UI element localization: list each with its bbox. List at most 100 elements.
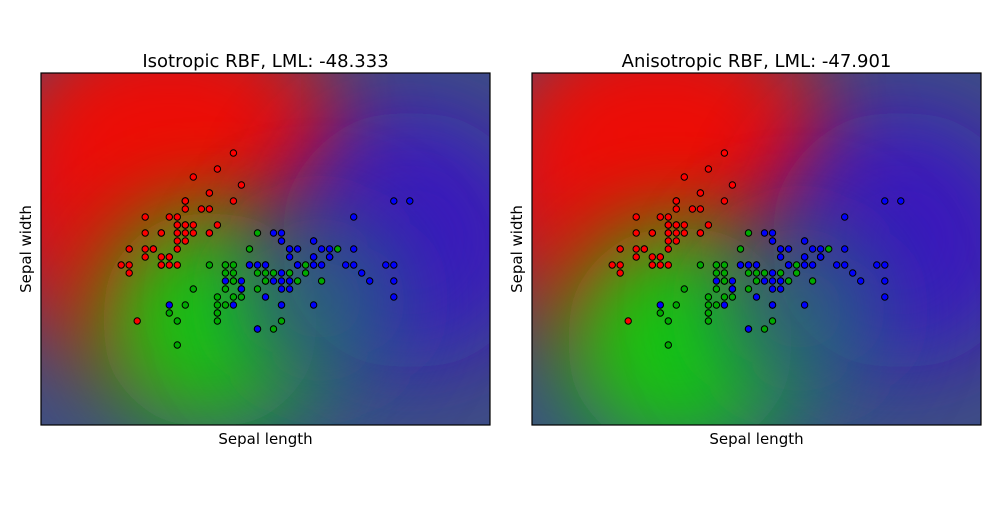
data-point: [406, 197, 414, 205]
data-point: [784, 261, 793, 269]
data-point: [760, 277, 769, 285]
data-point: [366, 277, 374, 285]
data-point: [608, 261, 616, 269]
chart-title-anisotropic: Anisotropic RBF, LML: -47.901: [622, 51, 892, 72]
data-point: [784, 277, 793, 285]
data-point: [712, 301, 721, 309]
y-axis-label-isotropic: Sepal width: [17, 205, 35, 293]
data-point: [656, 213, 664, 221]
data-point: [325, 245, 334, 253]
data-point: [213, 301, 222, 309]
data-point: [728, 293, 737, 301]
data-point: [237, 277, 246, 285]
data-point: [680, 221, 688, 229]
data-point: [309, 253, 318, 261]
data-point: [358, 269, 366, 277]
data-point: [141, 253, 149, 261]
data-point: [269, 269, 278, 277]
data-point: [664, 317, 672, 325]
data-point: [800, 253, 809, 261]
data-point: [744, 285, 753, 293]
data-point: [253, 229, 262, 237]
data-point: [857, 277, 865, 285]
data-point: [768, 237, 777, 245]
data-point: [237, 181, 246, 189]
data-point: [648, 261, 656, 269]
data-point: [768, 301, 777, 309]
data-point: [277, 269, 286, 277]
data-point: [309, 301, 318, 309]
data-point: [720, 261, 729, 269]
data-point: [816, 253, 825, 261]
data-point: [181, 205, 190, 213]
data-point: [229, 301, 238, 309]
data-point: [664, 237, 672, 245]
data-point: [632, 229, 640, 237]
data-point: [752, 293, 761, 301]
data-point: [712, 269, 721, 277]
data-point: [808, 245, 817, 253]
data-point: [648, 253, 656, 261]
data-point: [768, 317, 777, 325]
data-point: [704, 309, 713, 317]
data-point: [285, 269, 294, 277]
data-point: [117, 261, 125, 269]
data-point: [672, 197, 680, 205]
data-point: [881, 261, 889, 269]
data-point: [325, 253, 334, 261]
data-point: [157, 253, 166, 261]
data-point: [616, 269, 624, 277]
data-point: [664, 245, 672, 253]
data-point: [728, 277, 737, 285]
data-point: [350, 261, 358, 269]
data-point: [744, 261, 753, 269]
x-axis-label-isotropic: Sepal length: [218, 430, 312, 448]
data-point: [881, 293, 889, 301]
data-point: [680, 173, 688, 181]
data-point: [213, 317, 222, 325]
plot-frame-isotropic: [40, 72, 491, 426]
data-point: [245, 261, 254, 269]
data-point: [173, 221, 182, 229]
data-point: [181, 229, 190, 237]
data-point: [680, 229, 688, 237]
data-point: [229, 197, 238, 205]
data-point: [736, 261, 745, 269]
data-point: [205, 229, 214, 237]
data-point: [165, 309, 174, 317]
data-point: [229, 293, 238, 301]
data-point: [624, 317, 632, 325]
data-point: [317, 277, 326, 285]
data-point: [768, 277, 777, 285]
x-axis-label-anisotropic: Sepal length: [709, 430, 803, 448]
data-point: [309, 261, 318, 269]
data-point: [173, 341, 182, 349]
data-point: [213, 293, 222, 301]
data-point: [656, 253, 664, 261]
data-point: [776, 245, 785, 253]
data-point: [141, 213, 149, 221]
data-point: [897, 197, 905, 205]
data-point: [141, 245, 149, 253]
data-point: [744, 229, 753, 237]
data-point: [189, 285, 198, 293]
data-point: [728, 181, 737, 189]
data-point: [800, 237, 809, 245]
data-point: [648, 229, 656, 237]
data-point: [640, 245, 648, 253]
data-point: [253, 325, 262, 333]
probability-map-anisotropic: [532, 73, 981, 425]
data-point: [744, 325, 753, 333]
data-point: [696, 205, 705, 213]
data-point: [173, 229, 182, 237]
data-point: [712, 261, 721, 269]
data-point: [221, 277, 230, 285]
map-teal-region: [710, 220, 890, 400]
data-point: [293, 245, 302, 253]
data-point: [293, 261, 302, 269]
data-point: [672, 221, 680, 229]
data-point: [181, 197, 190, 205]
data-point: [229, 149, 238, 157]
